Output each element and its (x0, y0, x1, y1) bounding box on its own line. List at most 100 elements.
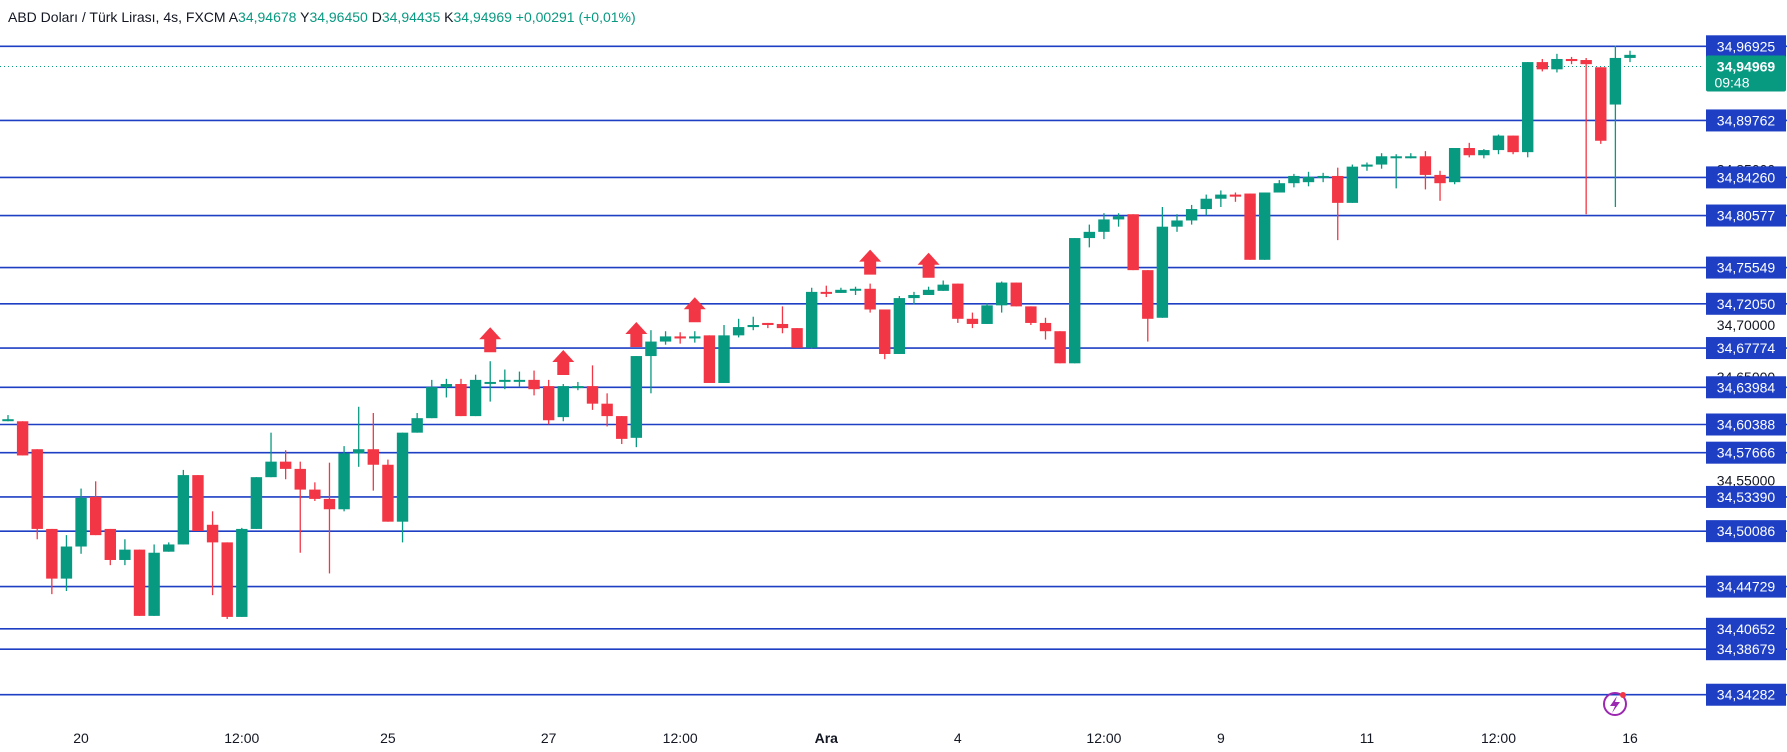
up-arrow-icon (859, 249, 882, 275)
candle-up (1273, 183, 1285, 193)
candle-up (148, 552, 160, 616)
candle-up (1346, 166, 1359, 203)
current-price-label: 34,94969 (1717, 59, 1776, 75)
candle-down (952, 283, 964, 319)
candle-down (762, 322, 774, 326)
level-label-bg (1706, 441, 1786, 464)
candle-down (601, 403, 613, 417)
candle-down (703, 335, 716, 383)
candle-up (426, 387, 438, 419)
level-label: 34,53390 (1717, 489, 1776, 505)
candle-up (1185, 209, 1198, 221)
candle-up (1478, 150, 1490, 156)
level-label: 34,80577 (1717, 208, 1776, 224)
candle-down (820, 291, 833, 294)
candle-down (279, 461, 292, 469)
candle-up (1609, 57, 1622, 105)
level-label-bg (1706, 256, 1786, 279)
candle-up (718, 335, 730, 383)
candle-up (2, 419, 14, 422)
candle-down (1054, 331, 1066, 364)
candle-up (893, 298, 906, 354)
candle-down (1244, 193, 1256, 260)
up-arrow-icon (625, 322, 648, 348)
level-label: 34,84260 (1717, 169, 1776, 185)
level-label: 34,63984 (1717, 379, 1776, 395)
candle-up (1171, 220, 1183, 227)
countdown-label: 09:48 (1714, 75, 1749, 91)
candle-up (645, 341, 657, 357)
x-axis-tick: 12:00 (1481, 730, 1516, 746)
candle-up (396, 432, 409, 522)
candle-up (177, 475, 190, 545)
candle-up (1317, 175, 1329, 178)
candle-up (75, 497, 87, 547)
candle-up (1200, 198, 1212, 210)
candle-down (586, 386, 599, 404)
price-scale-tick: 34,55000 (1717, 472, 1776, 488)
candle-up (440, 384, 453, 388)
lightning-icon (1603, 692, 1627, 716)
candle-up (1522, 62, 1534, 153)
level-label: 34,50086 (1717, 523, 1776, 539)
candle-down (1142, 270, 1154, 319)
candle-up (119, 549, 131, 560)
candle-up (236, 528, 248, 617)
candle-up (1083, 231, 1096, 239)
candle-down (1010, 282, 1022, 307)
level-label: 34,38679 (1717, 641, 1776, 657)
candle-down (542, 386, 555, 421)
candle-up (353, 449, 365, 454)
level-label-bg (1706, 109, 1786, 132)
candle-down (294, 468, 306, 490)
level-label: 34,60388 (1717, 417, 1776, 433)
candle-up (484, 381, 496, 384)
level-label-bg (1706, 204, 1786, 227)
level-label-bg (1706, 337, 1786, 360)
high-label: Y (300, 9, 310, 25)
candle-up (659, 336, 672, 342)
close-value: 34,94969 (453, 9, 512, 25)
candle-down (221, 542, 233, 617)
x-axis-tick: 25 (380, 730, 396, 746)
high-value: 34,96450 (309, 9, 368, 25)
level-label-bg (1706, 617, 1786, 640)
x-axis-tick: 4 (954, 730, 962, 746)
candle-up (747, 325, 759, 328)
candle-down (966, 318, 979, 324)
candle-down (1463, 148, 1475, 156)
change-value: +0,00291 (+0,01%) (515, 9, 636, 25)
open-value: 34,94678 (238, 9, 297, 25)
candle-down (455, 384, 467, 417)
level-label-bg (1706, 638, 1786, 661)
candle-up (937, 284, 949, 291)
level-label-bg (1706, 520, 1786, 543)
candle-up (411, 418, 423, 433)
candle-down (528, 379, 540, 390)
candle-up (1390, 156, 1402, 159)
x-axis-tick: 12:00 (224, 730, 259, 746)
open-label: A (228, 9, 239, 25)
candle-down (674, 336, 686, 339)
candle-down (206, 524, 219, 543)
candle-up (1405, 156, 1417, 159)
candle-down (104, 528, 116, 560)
x-axis-tick: Ara (815, 730, 839, 746)
candle-down (192, 475, 204, 531)
level-label: 34,40652 (1717, 621, 1776, 637)
candle-up (1375, 156, 1388, 165)
level-label: 34,44729 (1717, 579, 1776, 595)
candle-down (309, 489, 321, 499)
candle-up (630, 356, 643, 438)
candle-down (1536, 62, 1549, 70)
candle-down (1229, 194, 1242, 197)
candle-down (46, 528, 58, 579)
candle-up (1492, 135, 1505, 151)
candle-up (1215, 194, 1227, 199)
candle-up (908, 294, 920, 299)
candle-down (89, 496, 102, 536)
candle-up (849, 288, 862, 291)
level-label: 34,75549 (1717, 260, 1776, 276)
candle-up (338, 453, 350, 510)
